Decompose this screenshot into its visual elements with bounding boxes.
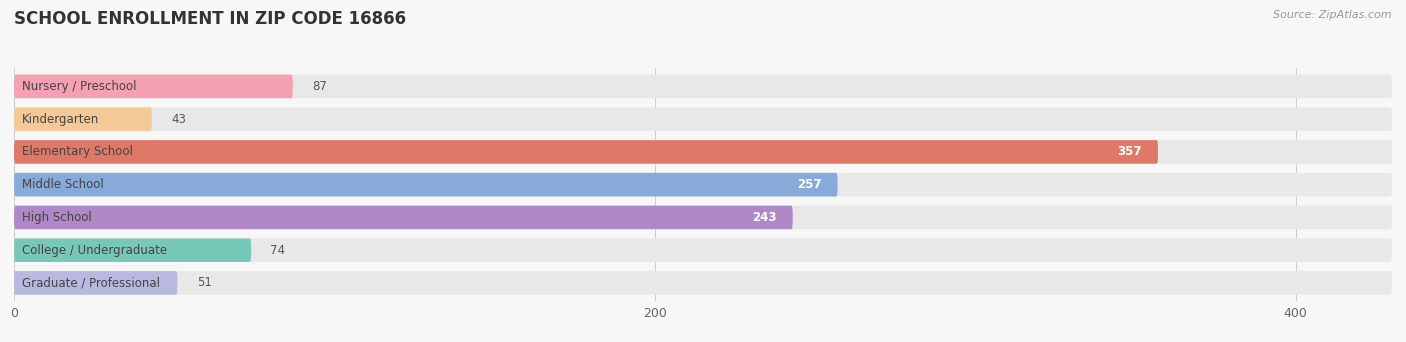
Text: Middle School: Middle School — [21, 178, 104, 191]
Text: 357: 357 — [1118, 145, 1142, 158]
Text: 243: 243 — [752, 211, 776, 224]
FancyBboxPatch shape — [14, 206, 1392, 229]
Text: 43: 43 — [172, 113, 186, 126]
FancyBboxPatch shape — [14, 140, 1159, 164]
FancyBboxPatch shape — [14, 238, 252, 262]
Text: College / Undergraduate: College / Undergraduate — [21, 244, 167, 257]
Text: 87: 87 — [312, 80, 328, 93]
Text: 257: 257 — [797, 178, 821, 191]
FancyBboxPatch shape — [14, 140, 1392, 164]
Text: Kindergarten: Kindergarten — [21, 113, 98, 126]
Text: Nursery / Preschool: Nursery / Preschool — [21, 80, 136, 93]
FancyBboxPatch shape — [14, 107, 1392, 131]
Text: Graduate / Professional: Graduate / Professional — [21, 276, 160, 289]
FancyBboxPatch shape — [14, 206, 793, 229]
FancyBboxPatch shape — [14, 173, 1392, 196]
FancyBboxPatch shape — [14, 75, 292, 98]
FancyBboxPatch shape — [14, 107, 152, 131]
Text: High School: High School — [21, 211, 91, 224]
Text: SCHOOL ENROLLMENT IN ZIP CODE 16866: SCHOOL ENROLLMENT IN ZIP CODE 16866 — [14, 10, 406, 28]
Text: Source: ZipAtlas.com: Source: ZipAtlas.com — [1274, 10, 1392, 20]
Text: 74: 74 — [270, 244, 285, 257]
Text: 51: 51 — [197, 276, 211, 289]
FancyBboxPatch shape — [14, 173, 838, 196]
FancyBboxPatch shape — [14, 271, 1392, 295]
FancyBboxPatch shape — [14, 271, 177, 295]
Text: Elementary School: Elementary School — [21, 145, 132, 158]
FancyBboxPatch shape — [14, 238, 1392, 262]
FancyBboxPatch shape — [14, 75, 1392, 98]
